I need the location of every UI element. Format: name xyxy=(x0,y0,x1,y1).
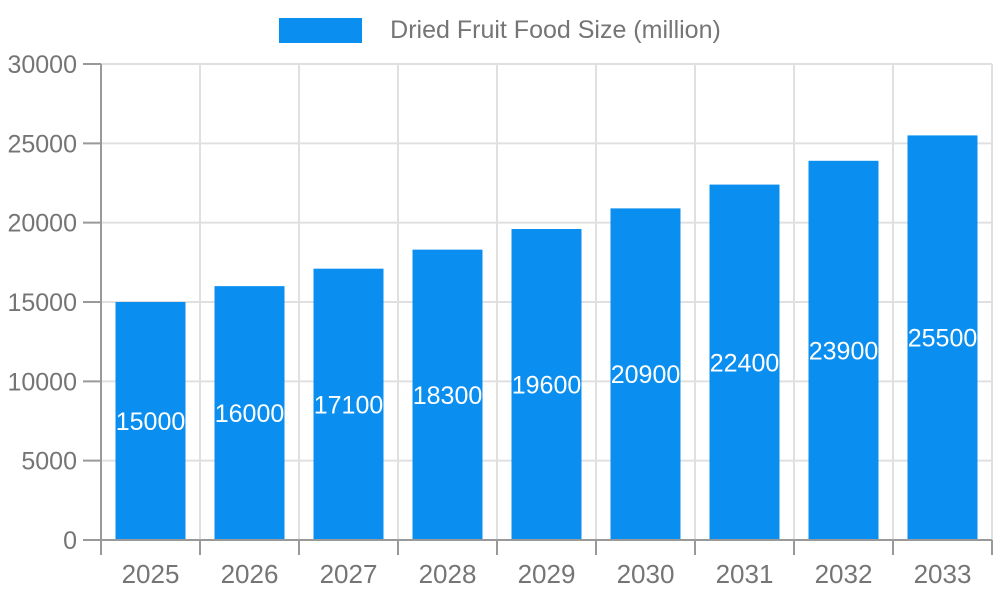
y-axis-label: 25000 xyxy=(7,130,77,158)
x-axis-label: 2030 xyxy=(617,559,675,589)
bar-2028[interactable] xyxy=(412,249,483,540)
y-axis-label: 20000 xyxy=(7,210,77,238)
legend-item[interactable]: Dried Fruit Food Size (million) xyxy=(0,12,1000,48)
x-axis-label: 2028 xyxy=(419,559,477,589)
x-axis-label: 2025 xyxy=(122,559,180,589)
y-axis-label: 10000 xyxy=(7,368,77,396)
x-axis-label: 2029 xyxy=(518,559,576,589)
bar-value-label: 17100 xyxy=(314,391,384,419)
bar-value-label: 20900 xyxy=(611,361,681,389)
bar-2030[interactable] xyxy=(610,208,681,541)
x-axis-label: 2027 xyxy=(320,559,378,589)
y-axis-label: 5000 xyxy=(21,448,77,476)
bar-2031[interactable] xyxy=(709,184,780,540)
bar-2027[interactable] xyxy=(313,268,384,540)
y-axis-label: 30000 xyxy=(7,51,77,79)
bar-value-label: 18300 xyxy=(413,382,483,410)
x-axis-label: 2033 xyxy=(914,559,972,589)
x-axis-label: 2032 xyxy=(815,559,873,589)
y-axis-label: 0 xyxy=(63,527,77,555)
bar-value-label: 22400 xyxy=(710,349,780,377)
y-axis-label: 15000 xyxy=(7,289,77,317)
bar-value-label: 19600 xyxy=(512,372,582,400)
x-axis-label: 2031 xyxy=(716,559,774,589)
legend-label: Dried Fruit Food Size (million) xyxy=(390,15,721,44)
bar-value-label: 16000 xyxy=(215,400,285,428)
x-axis-label: 2026 xyxy=(221,559,279,589)
bar-value-label: 25500 xyxy=(908,325,978,353)
bar-2029[interactable] xyxy=(511,229,582,540)
bar-value-label: 23900 xyxy=(809,337,879,365)
bar-2032[interactable] xyxy=(808,160,879,540)
bar-2026[interactable] xyxy=(214,286,285,540)
bar-value-label: 15000 xyxy=(116,408,186,436)
bar-2025[interactable] xyxy=(115,302,186,540)
legend-swatch xyxy=(279,17,363,43)
bar-2033[interactable] xyxy=(907,135,978,540)
